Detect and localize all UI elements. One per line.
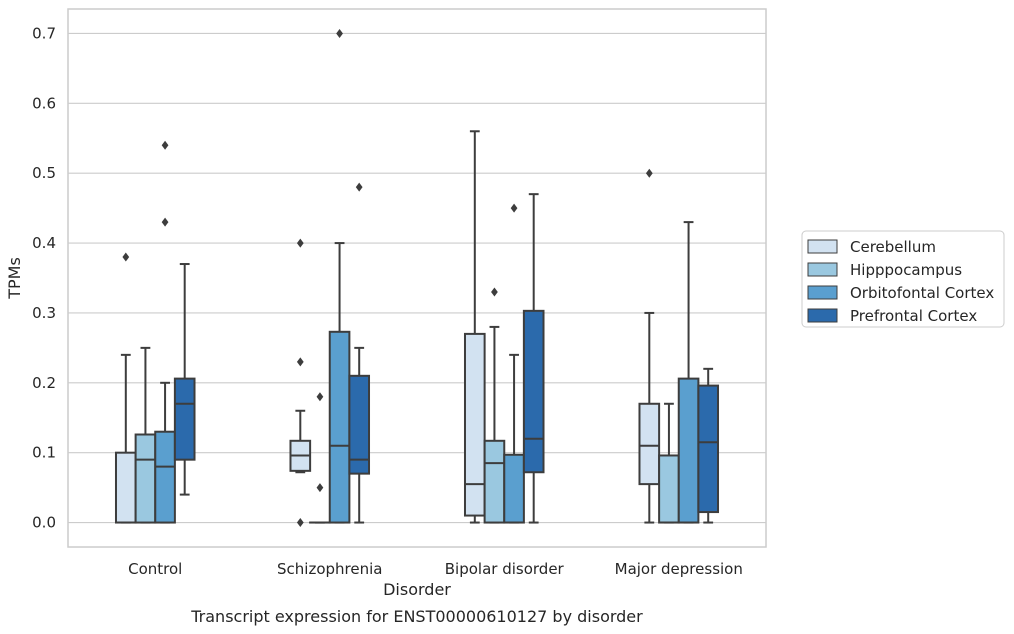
legend-label: Prefrontal Cortex [850, 307, 977, 325]
outlier-point [316, 483, 324, 493]
y-tick-labels: 0.0 0.1 0.2 0.3 0.4 0.5 0.6 0.7 [32, 24, 56, 531]
box-body [173, 377, 196, 461]
box-body [658, 454, 680, 524]
outlier-point [491, 287, 498, 297]
box-prefrontal-cortex [348, 182, 371, 524]
outlier-point [336, 28, 343, 38]
box-body [328, 330, 351, 524]
box-body [697, 384, 720, 514]
outlier-point [161, 217, 169, 227]
y-axis-label: TPMs [5, 257, 24, 300]
legend-swatch [807, 239, 838, 254]
outlier-point [355, 182, 363, 192]
box-body [522, 309, 545, 474]
box-groups [114, 28, 720, 528]
box-orbitofontal-cortex [677, 221, 700, 524]
box-body [677, 377, 700, 524]
x-axis-label: Disorder [383, 580, 451, 599]
box-hipppocampus [658, 402, 680, 524]
y-tick-label: 0.2 [32, 374, 56, 392]
box-body [114, 451, 137, 524]
legend-swatch [807, 262, 838, 277]
x-tick-label: Major depression [615, 560, 743, 578]
box-body [483, 439, 506, 524]
outlier-point [645, 168, 653, 178]
box-cerebellum [463, 130, 486, 524]
box-body [503, 453, 525, 524]
box-cerebellum [114, 252, 137, 524]
outlier-point [161, 140, 169, 150]
plot-frame [67, 8, 767, 548]
box-body [348, 374, 371, 475]
legend: Cerebellum Hipppocampus Orbitofontal Corte… [801, 230, 1005, 328]
y-tick-label: 0.4 [32, 234, 56, 252]
chart-caption: Transcript expression for ENST0000061012… [190, 607, 643, 626]
x-tick-label: Schizophrenia [277, 560, 382, 578]
box-hipppocampus [483, 287, 506, 524]
box-body [154, 430, 176, 524]
outlier-point [316, 392, 324, 402]
x-tick-label: Bipolar disorder [445, 560, 565, 578]
box-hipppocampus [309, 392, 331, 524]
box-orbitofontal-cortex [328, 28, 351, 524]
box-prefrontal-cortex [697, 367, 720, 524]
outlier-point [296, 238, 304, 248]
legend-frame [801, 230, 1005, 328]
box-body [134, 433, 157, 524]
legend-label: Cerebellum [850, 238, 936, 256]
legend-label: Hipppocampus [850, 261, 962, 279]
y-tick-label: 0.6 [32, 94, 56, 112]
box-prefrontal-cortex [522, 193, 545, 524]
y-tick-label: 0.5 [32, 164, 56, 182]
outlier-point [296, 357, 304, 367]
box-orbitofontal-cortex [503, 203, 525, 524]
outlier-point [510, 203, 518, 213]
box-orbitofontal-cortex [154, 140, 176, 524]
box-prefrontal-cortex [173, 263, 196, 496]
y-tick-label: 0.1 [32, 444, 56, 462]
y-tick-label: 0.0 [32, 514, 56, 532]
x-tick-labels: Control Schizophrenia Bipolar disorder Majo… [128, 560, 743, 578]
box-hipppocampus [134, 346, 157, 524]
box-cerebellum [638, 168, 661, 524]
legend-swatch [807, 308, 838, 323]
y-tick-label: 0.7 [32, 24, 56, 42]
legend-swatch [807, 285, 838, 300]
outlier-point [122, 252, 130, 262]
box-body [463, 332, 486, 517]
x-tick-label: Control [128, 560, 182, 578]
box-body [638, 402, 661, 486]
legend-label: Orbitofontal Cortex [850, 284, 994, 302]
y-tick-label: 0.3 [32, 304, 56, 322]
box-cerebellum [289, 238, 312, 528]
outlier-point [296, 518, 304, 528]
